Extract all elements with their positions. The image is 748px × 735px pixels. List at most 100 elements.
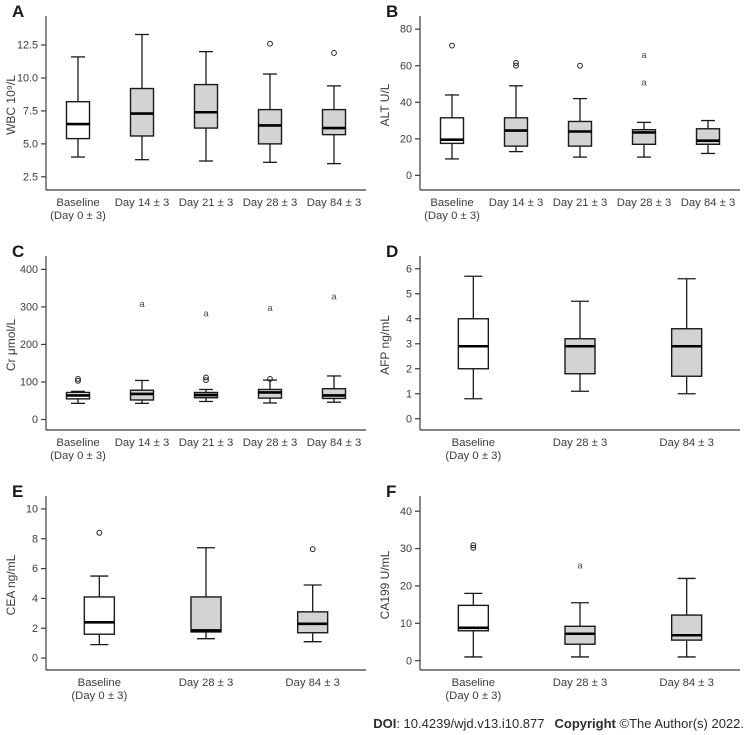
significance-marker-a: a [641,77,647,88]
x-category-labels: Baseline(Day 0 ± 3) Day 14 ± 3 Day 21 ± 3 D… [50,437,361,462]
svg-text:Day 21 ± 3: Day 21 ± 3 [179,437,234,449]
outlier-circle [96,529,103,536]
svg-text:(Day 0 ± 3): (Day 0 ± 3) [50,210,106,222]
box-group [670,577,703,658]
x-category-labels: Baseline(Day 0 ± 3) Day 28 ± 3 Day 84 ± 3 [71,677,340,702]
svg-text:10: 10 [400,618,412,630]
doi-value: : 10.4239/wjd.v13.i10.877 [396,716,545,731]
axes [419,16,740,191]
svg-text:20: 20 [400,581,412,593]
box-group [670,278,703,395]
svg-text:40: 40 [400,97,412,109]
box-group: a [129,299,155,405]
svg-text:0: 0 [32,414,38,426]
panel-b: B 0 20 40 60 80 ALT U/L Baseline (Day 0 ± 3) Day… [374,0,748,240]
boxplot-cea: 0 2 4 6 8 10 CEA ng/mL Baseline(Day 0 ± 3) Day 2… [4,496,366,702]
svg-text:Day 28 ± 3: Day 28 ± 3 [179,677,234,689]
svg-text:10.0: 10.0 [17,73,38,85]
box-group [457,275,490,400]
significance-marker-a: a [203,308,209,319]
box-group [296,546,329,643]
svg-text:Day 28 ± 3: Day 28 ± 3 [243,437,298,449]
svg-text:5.0: 5.0 [23,138,38,150]
copyright-value: ©The Author(s) 2022. [619,716,744,731]
svg-text:30: 30 [400,543,412,555]
y-axis-label: CEA ng/mL [4,554,18,615]
svg-text:Day 28 ± 3: Day 28 ± 3 [553,677,608,689]
outlier-circle [331,50,337,56]
significance-marker-a: a [139,299,145,310]
svg-text:100: 100 [20,377,38,389]
svg-text:Day 84 ± 3: Day 84 ± 3 [307,437,362,449]
svg-text:1: 1 [406,388,412,400]
significance-marker-a: a [267,303,273,314]
svg-text:2: 2 [32,623,38,635]
y-ticks: 0 10 20 30 40 [400,506,420,667]
box-group [193,50,219,162]
panel-label-f: F [386,482,397,501]
axes [45,496,366,671]
boxplot-cr: 0 100 200 300 400 Cr μmol/L Baseline(Day 0 ± 3… [4,256,366,462]
y-ticks: 0 100 200 300 400 [20,264,46,426]
outlier-circle [470,542,477,549]
svg-text:(Day 0 ± 3): (Day 0 ± 3) [50,450,106,462]
box-group [129,33,155,161]
svg-text:Day 84 ± 3: Day 84 ± 3 [659,677,714,689]
svg-text:Day 84 ± 3: Day 84 ± 3 [681,197,736,209]
y-axis-label: ALT U/L [378,83,392,126]
outlier-circle [203,377,209,383]
svg-text:400: 400 [20,264,38,276]
svg-text:Baseline: Baseline [452,677,495,689]
boxplot-alt: 0 20 40 60 80 ALT U/L Baseline(Day 0 ± 3) Day 1… [378,16,740,222]
panel-c: C 0 100 200 300 400 Cr μmol/L Baseline (Day 0 ±… [0,240,374,480]
y-axis-label: CA199 U/mL [378,550,392,619]
svg-text:Baseline: Baseline [430,197,473,209]
panel-e: E 0 2 4 6 8 10 CEA ng/mL Baseline (Day 0 ± 3) Day… [0,480,374,708]
svg-text:3: 3 [406,338,412,350]
svg-text:Day 14 ± 3: Day 14 ± 3 [115,437,170,449]
outlier-circle [513,62,519,69]
svg-text:80: 80 [400,24,412,36]
svg-text:40: 40 [400,506,412,518]
outlier-circle [75,376,81,382]
outlier-circle [449,42,455,49]
svg-text:Baseline: Baseline [78,677,121,689]
svg-text:Baseline: Baseline [56,437,99,449]
box-group [457,542,490,658]
panel-label-e: E [12,482,24,501]
box-group: a [257,303,283,404]
svg-text:200: 200 [20,339,38,351]
outlier-circle [577,62,583,69]
y-axis-label: AFP ng/mL [378,315,392,375]
svg-text:0: 0 [406,655,412,667]
boxplot-wbc: 2.5 5.0 7.5 10.0 12.5 WBC 10⁹/L Baseline(Day 0… [4,16,366,222]
box-group [257,40,283,163]
boxplot-afp: 0 1 2 3 4 5 6 AFP ng/mL Baseline(Day 0 ± 3) Day 2… [378,256,740,462]
svg-text:6: 6 [32,563,38,575]
svg-text:Day 84 ± 3: Day 84 ± 3 [285,677,340,689]
svg-text:0: 0 [406,413,412,425]
outlier-circle [309,546,316,553]
svg-text:(Day 0 ± 3): (Day 0 ± 3) [424,210,480,222]
y-axis-label: WBC 10⁹/L [4,75,18,135]
axes [419,256,740,431]
svg-text:10: 10 [26,504,38,516]
panel-label-c: C [12,242,25,261]
panel-f: F 0 10 20 30 40 CA199 U/mL Baseline (Day 0 ± 3)… [374,480,748,708]
svg-text:Baseline: Baseline [56,197,99,209]
svg-text:Day 84 ± 3: Day 84 ± 3 [659,437,714,449]
box-group: a [564,561,596,658]
svg-text:7.5: 7.5 [23,106,38,118]
x-category-labels: Baseline(Day 0 ± 3) Day 28 ± 3 Day 84 ± 3 [445,437,714,462]
panel-d: D 0 1 2 3 4 5 6 AFP ng/mL Baseline (Day 0 ± 3) Day… [374,240,748,480]
svg-text:0: 0 [406,170,412,182]
x-category-labels: Baseline(Day 0 ± 3) Day 28 ± 3 Day 84 ± 3 [445,677,714,702]
svg-text:60: 60 [400,60,412,72]
significance-marker-a: a [641,50,647,61]
svg-text:2: 2 [406,363,412,375]
y-ticks: 0 1 2 3 4 5 6 [406,263,420,425]
svg-text:Day 28 ± 3: Day 28 ± 3 [243,197,298,209]
svg-text:0: 0 [32,653,38,665]
copyright-label: Copyright [554,716,616,731]
svg-text:Day 28 ± 3: Day 28 ± 3 [617,197,672,209]
